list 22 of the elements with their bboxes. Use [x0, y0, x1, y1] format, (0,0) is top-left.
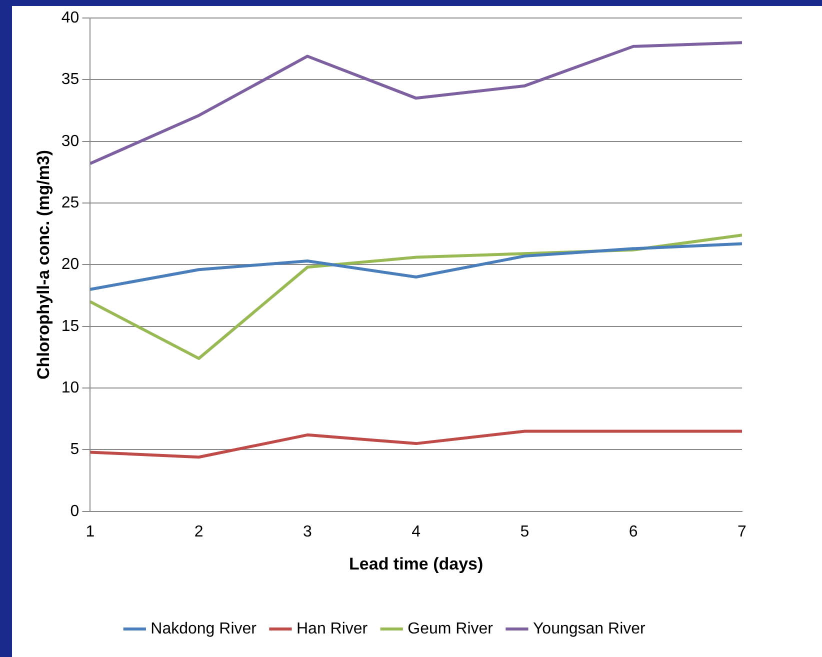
- x-tick-label: 7: [738, 523, 747, 540]
- x-tick-label: 6: [628, 523, 638, 540]
- y-tick-label: 15: [61, 318, 80, 335]
- y-tick-label: 0: [70, 502, 80, 520]
- x-tick-label: 3: [303, 523, 312, 540]
- y-tick-label: 25: [61, 194, 80, 212]
- legend-label: Youngsan River: [532, 620, 646, 638]
- legend-label: Geum River: [408, 620, 494, 638]
- y-tick-label: 35: [61, 71, 80, 88]
- y-tick-label: 40: [61, 9, 80, 26]
- x-tick-label: 2: [194, 523, 204, 540]
- x-tick-label: 1: [86, 523, 95, 540]
- x-tick-label: 5: [520, 523, 530, 540]
- y-tick-label: 30: [61, 132, 80, 150]
- y-tick-label: 5: [70, 441, 80, 458]
- y-tick-label: 20: [61, 256, 80, 274]
- legend-label: Han River: [296, 620, 368, 638]
- y-tick-label: 10: [61, 379, 80, 396]
- y-axis-title: Chlorophyll-a conc. (mg/m3): [34, 150, 53, 380]
- legend-label: Nakdong River: [150, 620, 258, 638]
- x-tick-label: 4: [412, 523, 421, 540]
- x-axis-title: Lead time (days): [349, 554, 484, 574]
